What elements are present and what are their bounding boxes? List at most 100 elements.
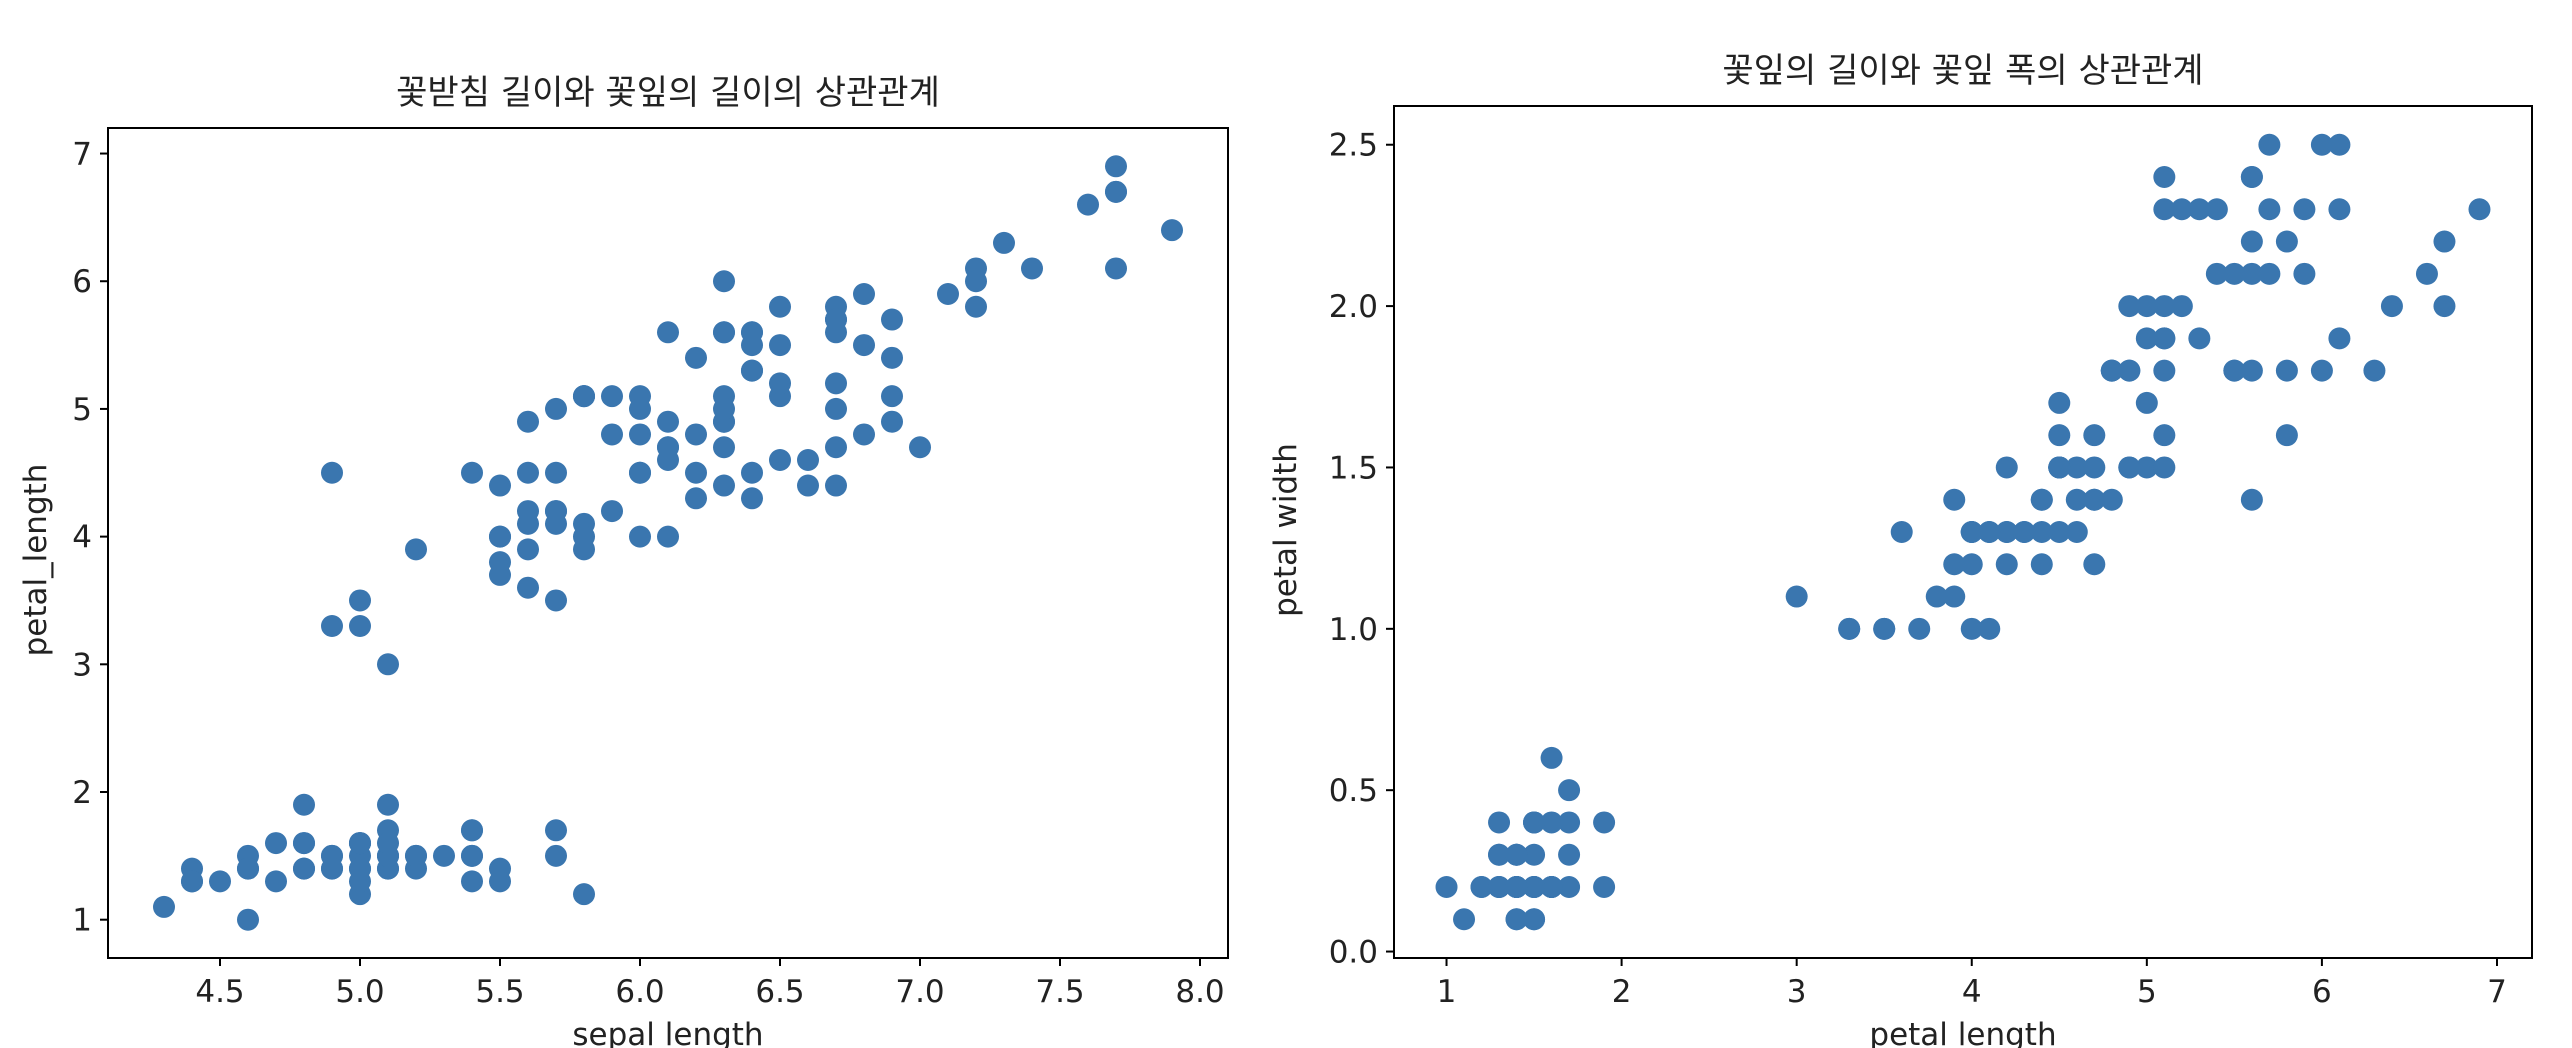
scatter-point: [1505, 843, 1528, 866]
scatter-point: [545, 589, 567, 612]
scatter-point: [1505, 876, 1528, 898]
scatter-point: [713, 321, 735, 344]
scatter-point: [1488, 876, 1511, 898]
x-axis-label: petal length: [1869, 1017, 2056, 1048]
scatter-point: [965, 295, 987, 318]
scatter-point: [2310, 359, 2333, 382]
x-tick-label: 6.5: [755, 974, 804, 1010]
x-axis-label: sepal length: [572, 1017, 763, 1048]
scatter-point: [1523, 876, 1546, 898]
x-tick-label: 4.5: [195, 974, 244, 1010]
y-tick-label: 5: [72, 392, 92, 428]
scatter-point: [741, 487, 763, 510]
y-tick-label: 1.5: [1329, 450, 1378, 486]
scatter-point: [1908, 617, 1931, 640]
scatter-point: [321, 461, 343, 484]
scatter-point: [489, 563, 511, 586]
scatter-point: [1925, 585, 1948, 608]
scatter-point: [2083, 488, 2106, 511]
scatter-point: [797, 449, 819, 471]
scatter-point: [1470, 876, 1493, 898]
scatter-point: [825, 474, 847, 497]
scatter-point: [825, 397, 847, 420]
scatter-point: [1593, 876, 1616, 898]
scatter-point: [629, 525, 651, 548]
scatter-point: [349, 589, 371, 612]
scatter-point: [2433, 230, 2456, 253]
scatter-point: [1105, 155, 1127, 178]
scatter-point: [2153, 424, 2176, 447]
scatter-point: [1978, 617, 2001, 640]
y-tick-label: 7: [72, 137, 92, 173]
scatter-point: [377, 832, 399, 855]
scatter-point: [265, 832, 287, 855]
scatter-point: [209, 870, 231, 893]
scatter-point: [1890, 521, 1913, 543]
scatter-point: [2170, 198, 2193, 221]
scatter-point: [1523, 908, 1546, 931]
scatter-point: [629, 423, 651, 446]
tick-group: 1 2 3 4 5 6 7 0.0 0.5 1.0 1.5 2.0 2.5: [1329, 128, 2507, 1010]
scatter-point: [2135, 327, 2158, 350]
y-axis-label: petal_length: [18, 464, 54, 657]
scatter-point: [2328, 133, 2351, 156]
scatter-point: [993, 231, 1015, 254]
y-tick-label: 3: [72, 647, 92, 683]
scatter-point: [1995, 553, 2018, 576]
scatter-point: [881, 346, 903, 369]
scatter-point: [2170, 295, 2193, 318]
scatter-point: [1540, 746, 1563, 769]
scatter-point: [2415, 262, 2438, 285]
scatter-point: [1540, 876, 1563, 898]
scatter-point: [657, 525, 679, 548]
scatter-point: [2223, 359, 2246, 382]
scatter-point: [713, 270, 735, 293]
scatter-point: [2328, 198, 2351, 221]
scatter-point: [1785, 585, 1808, 608]
scatter-point: [1995, 456, 2018, 479]
scatter-point: [1105, 257, 1127, 280]
scatter-point: [601, 423, 623, 446]
y-tick-label: 2: [72, 775, 92, 811]
scatter-point: [293, 832, 315, 855]
scatter-point: [1960, 617, 1983, 640]
y-tick-label: 4: [72, 520, 92, 556]
x-tick-label: 7: [2487, 974, 2507, 1010]
scatter-point: [2153, 359, 2176, 382]
scatter-point: [853, 334, 875, 357]
scatter-point: [2275, 359, 2298, 382]
scatter-point: [377, 793, 399, 816]
scatter-point: [2048, 521, 2071, 543]
scatter-point: [629, 461, 651, 484]
scatter-point: [2083, 553, 2106, 576]
y-tick-label: 2.5: [1329, 128, 1378, 164]
scatter-chart-petal-length-vs-width: 꽃잎의 길이와 꽃잎 폭의 상관관계 1 2 3 4 5 6 7 0.0 0.5 1.0 1.5 2.…: [1268, 51, 2533, 1048]
scatter-point: [2205, 262, 2228, 285]
scatter-point: [657, 410, 679, 433]
scatter-point: [2048, 456, 2071, 479]
scatter-point: [2030, 521, 2053, 543]
scatter-point: [2258, 133, 2281, 156]
y-tick-label: 1: [72, 903, 92, 939]
point-group: [153, 155, 1183, 931]
scatter-point: [2048, 424, 2071, 447]
scatter-point: [1077, 193, 1099, 216]
y-tick-label: 1.0: [1329, 612, 1378, 648]
scatter-point: [349, 832, 371, 855]
scatter-point: [601, 385, 623, 408]
scatter-point: [1960, 553, 1983, 576]
scatter-point: [349, 615, 371, 637]
scatter-point: [2030, 488, 2053, 511]
scatter-point: [461, 819, 483, 842]
scatter-point: [517, 500, 539, 523]
scatter-point: [545, 819, 567, 842]
scatter-point: [713, 436, 735, 459]
scatter-point: [2275, 424, 2298, 447]
scatter-point: [405, 538, 427, 561]
scatter-point: [909, 436, 931, 459]
scatter-point: [545, 512, 567, 535]
scatter-point: [237, 857, 259, 880]
scatter-point: [1558, 779, 1581, 802]
scatter-point: [741, 334, 763, 357]
